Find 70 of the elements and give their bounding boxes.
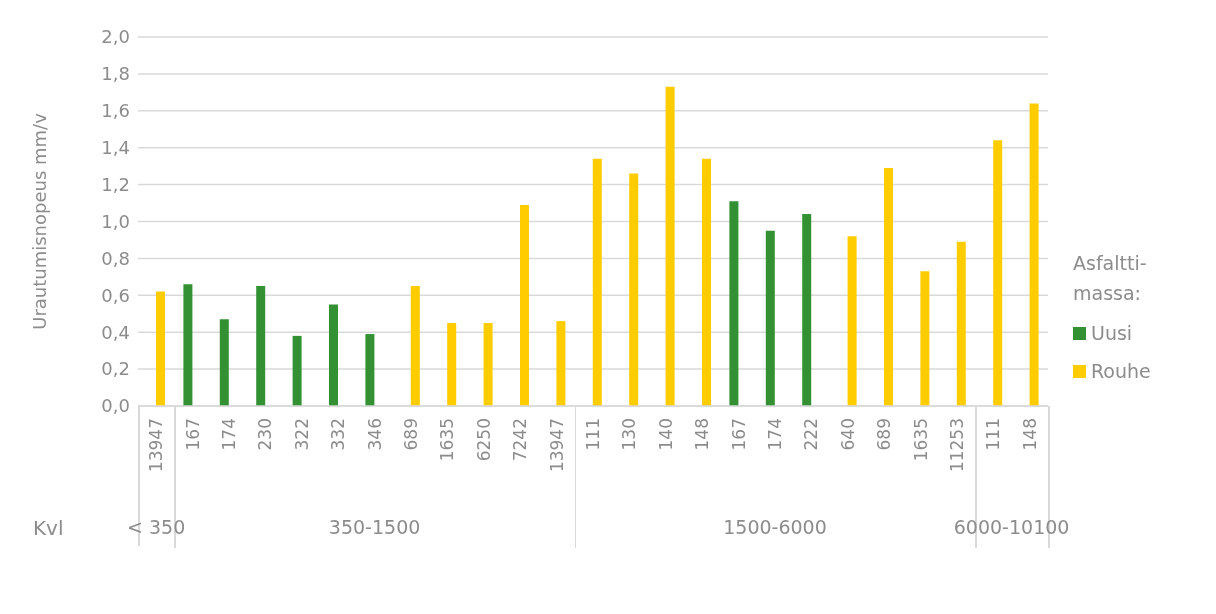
x-tick-label: 6250 [473,418,494,462]
legend-label: Rouhe [1091,359,1151,384]
y-tick-label: 1,6 [101,100,130,122]
x-tick-label: 1635 [910,418,931,462]
bar [483,322,493,406]
x-tick-label: 640 [837,418,858,451]
bar [847,236,857,406]
y-tick-label: 1,8 [101,63,130,85]
x-tick-label: 130 [619,418,640,451]
y-tick-label: 1,4 [101,137,130,159]
x-tick-label: 148 [1019,418,1040,451]
y-tick-label: 0,6 [101,284,130,306]
bar [292,335,302,406]
x-tick-label: 174 [765,418,785,451]
y-tick-label: 0,0 [101,395,130,417]
x-tick-label: 222 [801,418,822,451]
bar [884,168,893,406]
x-tick-label: 1635 [437,418,458,462]
bar [1029,103,1039,406]
bar [156,291,165,406]
bar [956,241,966,406]
x-axis-title: Kvl [33,516,64,540]
text: 1500-6000 [722,516,828,538]
x-tick-label: 167 [728,418,749,451]
bar [520,204,529,406]
x-tick-label: 13947 [546,418,567,473]
bar [592,158,602,406]
x-tick-label: 689 [874,418,895,451]
bar [765,230,775,406]
bar [329,304,338,406]
x-tick-label: 332 [328,418,349,451]
x-tick-label: 174 [219,418,239,451]
bar [802,214,812,406]
x-tick-label: 689 [401,418,421,451]
y-axis-title: Urautumisnopeus mm/v [29,112,51,330]
y-tick-label: 1,0 [101,210,130,232]
bar [219,319,229,406]
x-tick-label: 322 [291,418,312,451]
x-tick-label: 111 [983,418,1004,451]
bar [447,322,457,406]
x-tick-label: 148 [692,418,713,451]
bar [920,271,930,406]
legend-label: Uusi [1091,321,1133,346]
x-tick-label: 167 [182,418,203,451]
y-tick-label: 0,2 [101,358,130,380]
legend-title: Asfaltti-massa: [1073,251,1148,306]
text: < 350 [126,516,187,538]
x-tick-label: 7242 [510,418,531,462]
bar [993,140,1003,406]
x-tick-label: 346 [364,418,385,451]
bar [365,334,375,406]
bar [256,286,266,406]
x-tick-label: 111 [583,418,603,451]
bar [665,86,675,406]
x-tick-label: 13947 [146,418,167,473]
x-tick-label: 140 [655,418,676,451]
y-tick-label: 0,4 [101,321,130,343]
text: 6000-10100 [952,516,1071,538]
x-tick-label: 230 [255,418,276,451]
bar [729,201,739,406]
bar [629,173,639,406]
y-tick-label: 0,8 [101,247,130,269]
y-tick-label: 1,2 [101,173,130,195]
y-tick-label: 2,0 [101,26,130,48]
x-tick-label: 11253 [947,418,967,473]
bar [702,158,711,406]
text: 350-1500 [327,516,422,538]
bar [183,284,193,406]
bar [556,321,566,406]
bar [410,286,420,406]
